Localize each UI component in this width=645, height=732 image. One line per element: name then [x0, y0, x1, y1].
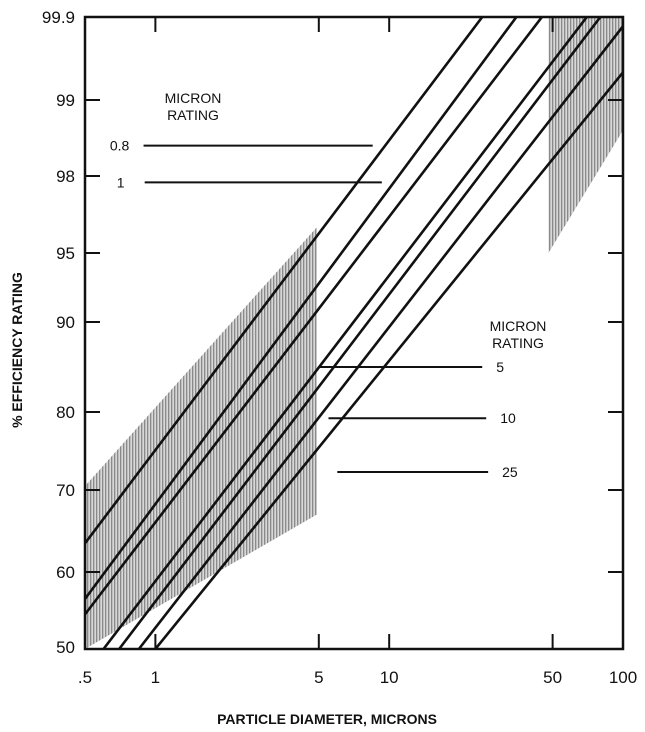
x-tick-label: 50: [543, 668, 562, 687]
y-axis-title: % EFFICIENCY RATING: [9, 272, 25, 428]
efficiency-lines: [85, 17, 623, 649]
axis-ticks: 50 60 70 80 90 95 98 99 99.9 .5 1 5 10 50 100: [42, 8, 637, 687]
efficiency-line-3: [85, 17, 544, 617]
x-tick-label: 1: [151, 668, 160, 687]
y-tick-label: 50: [56, 638, 75, 657]
efficiency-line-1: [85, 17, 484, 546]
efficiency-line-7: [153, 70, 623, 649]
shaded-band-1: [85, 227, 317, 649]
y-tick-label: 60: [56, 563, 75, 582]
x-tick-label: 5: [314, 668, 323, 687]
legend-title: RATING: [492, 335, 544, 351]
legend-title: RATING: [167, 107, 219, 123]
y-tick-label: 80: [56, 403, 75, 422]
shaded-band-2: [548, 17, 623, 253]
y-tick-label: 99.9: [42, 8, 75, 27]
plot-frame: [83, 15, 625, 651]
legend-title: MICRON: [165, 90, 222, 106]
y-tick-label: 90: [56, 313, 75, 332]
efficiency-line-5: [117, 17, 602, 649]
efficiency-line-6: [137, 24, 623, 649]
legend-label-0.8: 0.8: [110, 138, 130, 154]
x-tick-label: .5: [78, 668, 92, 687]
y-tick-label: 98: [56, 167, 75, 186]
y-tick-label: 70: [56, 481, 75, 500]
y-tick-label: 95: [56, 244, 75, 263]
y-tick-label: 99: [56, 91, 75, 110]
efficiency-line-4: [101, 17, 589, 649]
legend-label-5: 5: [496, 359, 504, 375]
shaded-bands: [85, 17, 623, 649]
legend-label-1: 1: [117, 174, 125, 190]
legend-title: MICRON: [490, 318, 547, 334]
x-axis-title: PARTICLE DIAMETER, MICRONS: [217, 711, 437, 727]
efficiency-line-2: [85, 17, 519, 601]
x-tick-label: 10: [380, 668, 399, 687]
x-tick-label: 100: [609, 668, 637, 687]
legend-label-25: 25: [502, 464, 518, 480]
legend-leader-lines: [143, 144, 489, 474]
legend-label-10: 10: [500, 410, 516, 426]
